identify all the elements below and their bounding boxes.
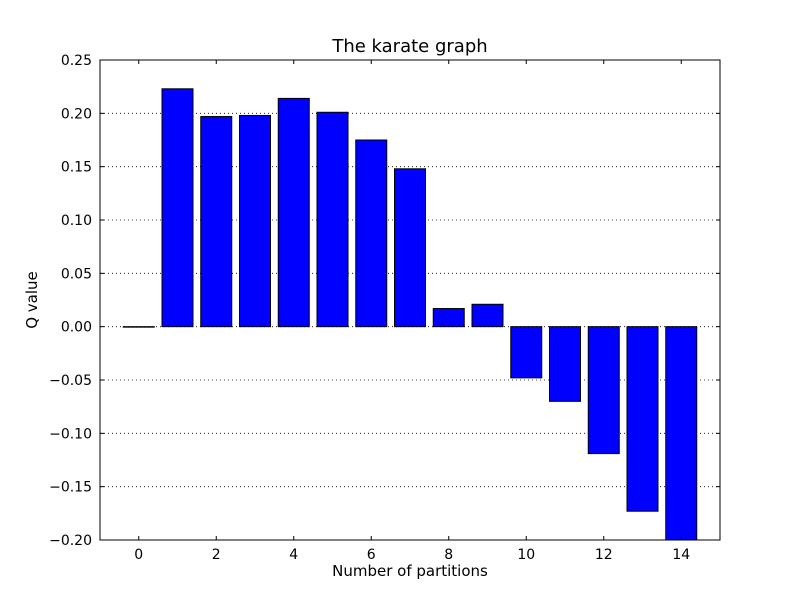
y-axis-label: Q value — [23, 271, 41, 329]
y-tick-label: 0.15 — [61, 160, 92, 176]
bar-5 — [317, 112, 348, 326]
bar-6 — [356, 140, 387, 327]
x-tick-label: 12 — [595, 547, 613, 563]
y-tick-label: −0.15 — [49, 480, 92, 496]
bar-8 — [433, 309, 464, 327]
bar-13 — [627, 327, 658, 512]
bars — [123, 89, 697, 540]
y-tick-label: −0.10 — [49, 426, 92, 442]
y-tick-label: −0.05 — [49, 373, 92, 389]
bar-7 — [395, 169, 426, 327]
x-tick-label: 6 — [367, 547, 376, 563]
bar-0 — [123, 327, 154, 328]
x-tick-label: 14 — [672, 547, 690, 563]
x-tick-label: 10 — [517, 547, 535, 563]
x-axis-label: Number of partitions — [332, 562, 488, 580]
bar-14 — [666, 327, 697, 540]
y-tick-label: 0.10 — [61, 213, 92, 229]
bar-11 — [550, 327, 581, 402]
x-tick-label: 0 — [134, 547, 143, 563]
bar-12 — [588, 327, 619, 454]
bar-2 — [201, 117, 232, 327]
x-tick-label: 4 — [289, 547, 298, 563]
x-tick-label: 8 — [444, 547, 453, 563]
y-tick-label: 0.25 — [61, 53, 92, 69]
y-tick-label: 0.00 — [61, 320, 92, 336]
y-tick-label: 0.05 — [61, 266, 92, 282]
bar-1 — [162, 89, 193, 327]
x-tick-label: 2 — [212, 547, 221, 563]
bar-4 — [278, 98, 309, 326]
y-tick-label: 0.20 — [61, 106, 92, 122]
chart-title: The karate graph — [331, 36, 487, 57]
bar-3 — [240, 115, 271, 326]
bar-10 — [511, 327, 542, 378]
y-tick-label: −0.20 — [49, 533, 92, 549]
bar-9 — [472, 304, 503, 326]
